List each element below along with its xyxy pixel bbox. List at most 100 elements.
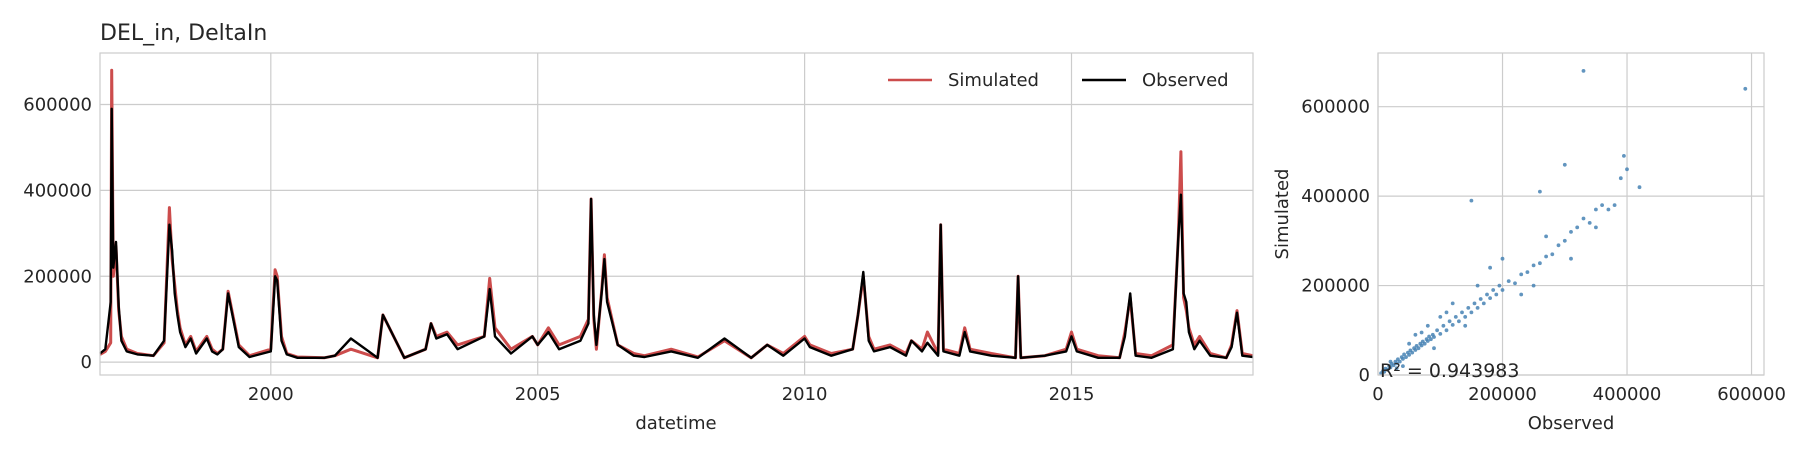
scatter-y-axis-label: Simulated [1272,169,1293,260]
timeseries-lines [99,68,1254,360]
scatter-point [1402,352,1406,357]
scatter-point [1500,256,1505,261]
scatter-point [1544,234,1548,239]
timeseries-x-tick-label: 2010 [782,384,828,405]
scatter-x-tick-label: 600000 [1717,384,1786,405]
scatter-point [1488,296,1492,300]
scatter-point [1525,270,1530,274]
series-line-observed [99,107,1254,359]
scatter-point [1413,332,1418,337]
scatter-point [1519,292,1524,297]
legend-observed-label: Observed [1142,70,1229,91]
legend-simulated-label: Simulated [948,70,1039,91]
scatter-point [1435,328,1439,333]
scatter-point [1485,292,1489,297]
scatter-x-axis-label: Observed [1528,413,1615,434]
scatter-panel: 0 200000 400000 600000 0 200000 400000 600000 O… [1272,52,1786,434]
scatter-point [1575,225,1580,230]
scatter-point [1562,238,1567,243]
scatter-point [1556,243,1561,248]
scatter-x-tick-label: 0 [1372,384,1383,405]
scatter-point [1425,323,1430,328]
timeseries-y-tick-label: 0 [81,352,92,373]
scatter-point [1569,230,1573,234]
scatter-point [1472,301,1477,306]
scatter-point [1441,323,1446,328]
r-squared-annotation: R² = 0.943983 [1380,360,1519,382]
scatter-y-tick-label: 200000 [1301,276,1370,297]
scatter-point [1413,348,1418,352]
scatter-point [1488,265,1492,270]
timeseries-ticks: 2000 2005 2010 2015 0 200000 400000 600000 [23,95,1094,405]
scatter-point [1538,189,1542,194]
legend: Simulated Observed [888,70,1229,91]
scatter-point [1581,69,1586,73]
timeseries-y-tick-label: 600000 [23,95,92,116]
scatter-point [1432,335,1436,339]
scatter-point [1444,328,1449,333]
scatter-point [1388,359,1393,364]
timeseries-x-tick-label: 2000 [248,384,294,405]
scatter-point [1397,359,1402,364]
scatter-point [1453,315,1458,319]
chart-title: DEL_in, DeltaIn [100,21,267,46]
scatter-point [1466,306,1471,310]
scatter-point [1478,297,1483,301]
scatter-point [1394,366,1399,371]
scatter-point [1506,279,1511,283]
scatter-point [1600,203,1604,208]
timeseries-x-tick-label: 2005 [515,384,561,405]
scatter-point [1743,86,1748,91]
scatter-point [1538,261,1542,266]
scatter-point [1491,288,1496,292]
timeseries-x-axis-label: datetime [635,413,716,434]
scatter-point [1594,225,1598,230]
scatter-ticks: 0 200000 400000 600000 0 200000 400000 600000 [1301,97,1786,405]
scatter-point [1500,288,1505,292]
scatter-point [1388,365,1393,370]
scatter-point [1562,162,1567,167]
scatter-point [1438,332,1443,336]
timeseries-panel: DEL_in, DeltaIn 2000 2005 2010 2015 0 200000 4… [23,21,1254,434]
scatter-point [1425,339,1430,343]
scatter-point [1429,337,1433,342]
scatter-point [1469,198,1474,203]
scatter-point [1463,323,1468,328]
scatter-frame [1377,52,1765,376]
scatter-point [1463,315,1468,319]
scatter-point [1419,330,1424,335]
timeseries-y-tick-label: 200000 [23,266,92,287]
scatter-point [1450,301,1455,306]
scatter-point [1407,353,1411,357]
scatter-point [1382,370,1387,374]
scatter-point [1481,301,1486,306]
timeseries-grid [100,53,1253,375]
scatter-y-tick-label: 400000 [1301,186,1370,207]
scatter-point [1625,167,1629,172]
scatter-point [1404,355,1408,359]
scatter-point [1469,310,1474,315]
scatter-point [1606,207,1611,212]
scatter-point [1457,319,1461,324]
scatter-x-tick-label: 200000 [1468,384,1537,405]
scatter-point [1460,310,1464,315]
scatter-x-tick-label: 400000 [1593,384,1662,405]
scatter-point [1450,323,1455,327]
scatter-point [1407,341,1411,346]
scatter-point [1410,350,1415,355]
scatter-point [1622,154,1626,158]
scatter-point [1612,203,1617,208]
scatter-y-tick-label: 600000 [1301,97,1370,118]
scatter-y-tick-label: 0 [1359,365,1370,386]
scatter-point [1394,361,1399,366]
scatter-point [1497,283,1502,288]
scatter-point [1581,216,1586,221]
scatter-point [1427,334,1431,339]
scatter-point [1419,343,1424,348]
scatter-point [1422,341,1427,346]
timeseries-y-tick-label: 400000 [23,180,92,201]
scatter-point [1531,283,1536,288]
scatter-point [1594,207,1598,212]
